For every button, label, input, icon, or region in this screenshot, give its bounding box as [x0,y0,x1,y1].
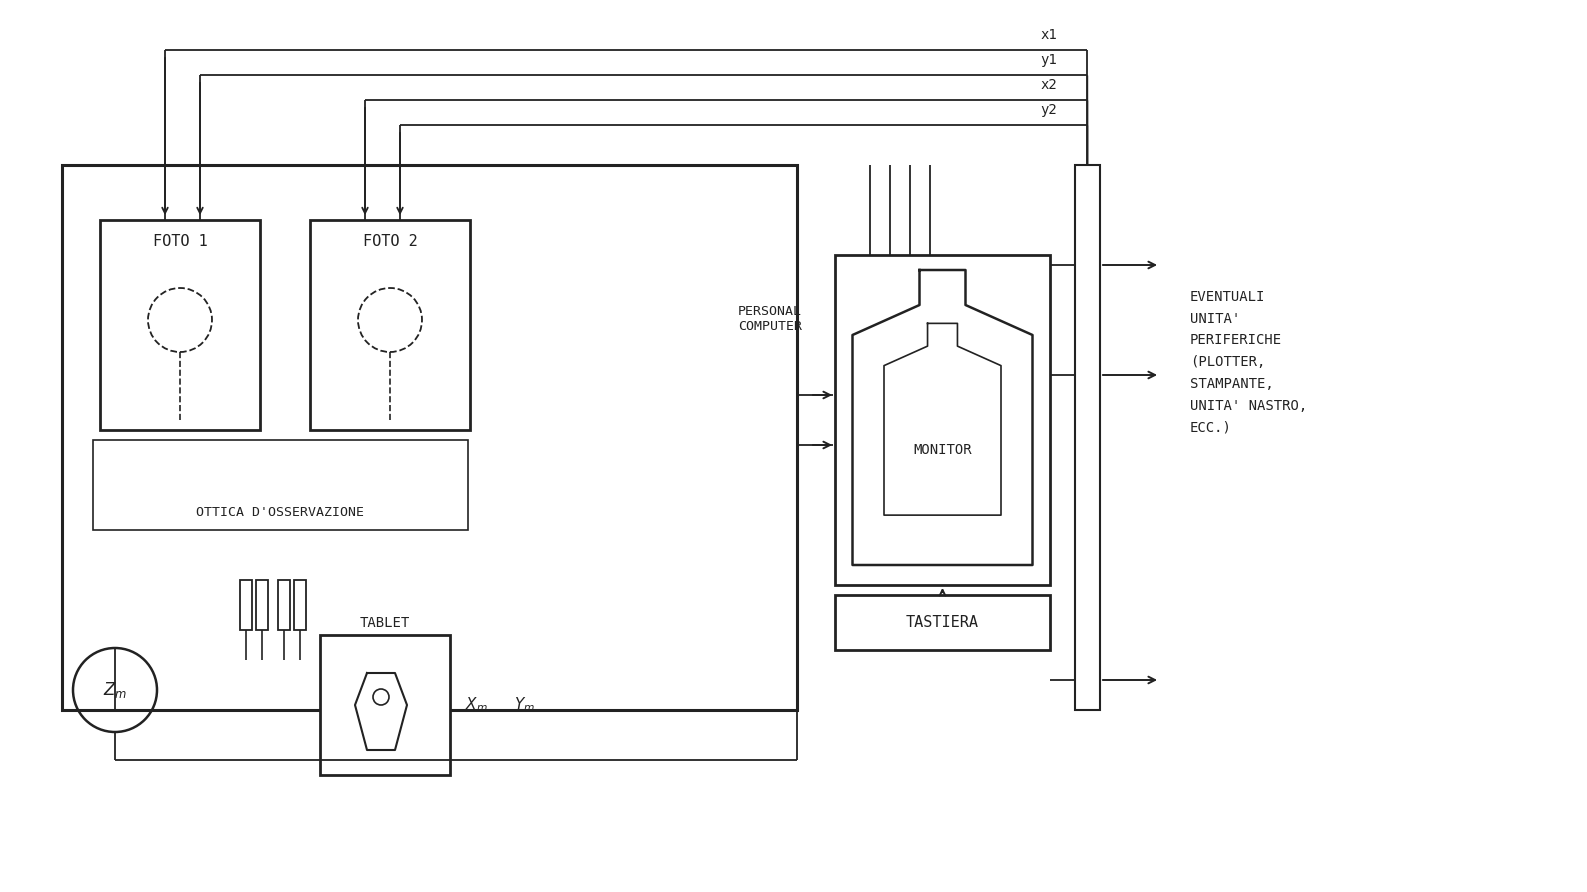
Bar [256,580,268,630]
Text: OTTICA D'OSSERVAZIONE: OTTICA D'OSSERVAZIONE [197,506,365,518]
Bar [94,440,468,530]
Bar [294,580,306,630]
Bar [278,580,290,630]
Text: MONITOR: MONITOR [913,443,971,457]
Bar [309,220,470,430]
Text: $Z_m$: $Z_m$ [103,680,127,700]
Text: x1: x1 [1039,28,1057,42]
Text: FOTO 2: FOTO 2 [362,235,417,250]
Bar [1074,165,1100,710]
Text: $X_m$   $Y_m$: $X_m$ $Y_m$ [465,696,535,714]
Text: x2: x2 [1039,78,1057,92]
Text: TABLET: TABLET [360,616,409,630]
Text: y2: y2 [1039,103,1057,117]
Text: FOTO 1: FOTO 1 [152,235,208,250]
Bar [240,580,252,630]
Text: TASTIERA: TASTIERA [906,615,979,630]
Text: EVENTUALI
UNITA'
PERIFERICHE
(PLOTTER,
STAMPANTE,
UNITA' NASTRO,
ECC.): EVENTUALI UNITA' PERIFERICHE (PLOTTER, S… [1190,290,1308,434]
Bar [835,595,1051,650]
Bar [835,255,1051,585]
Bar [62,165,797,710]
Text: PERSONAL
COMPUTER: PERSONAL COMPUTER [738,305,801,333]
Text: y1: y1 [1039,53,1057,67]
Bar [100,220,260,430]
Bar [321,635,451,775]
